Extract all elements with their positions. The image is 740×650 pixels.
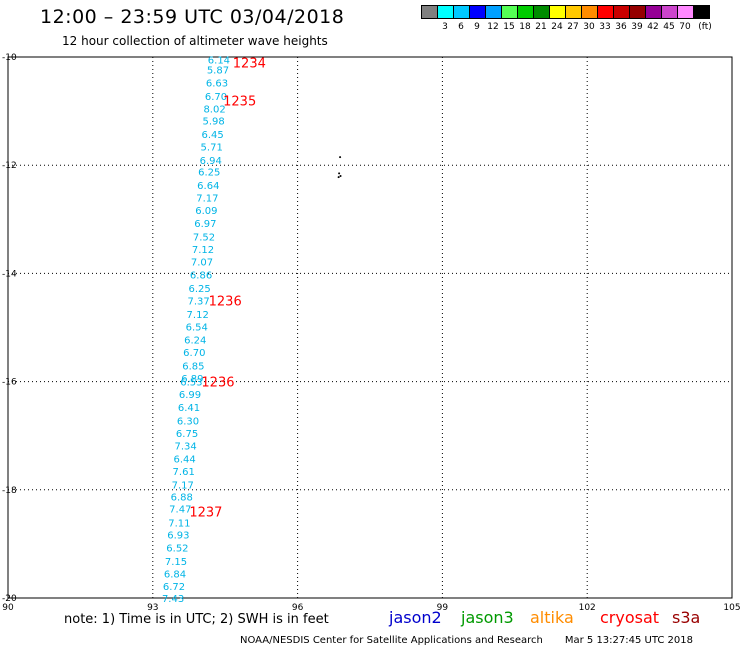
swh-value: 7.15: [165, 557, 187, 568]
swh-value: 6.75: [176, 429, 198, 440]
swh-value: 6.53: [180, 378, 202, 389]
swh-value: 6.14: [208, 56, 230, 67]
credit-text: NOAA/NESDIS Center for Satellite Applica…: [240, 635, 543, 646]
swh-value: 7.12: [192, 245, 214, 256]
satellite-name-jason3: jason3: [461, 608, 514, 627]
legend-tick-label: 21: [535, 22, 547, 32]
island-dot: [337, 176, 340, 179]
legend-tick-label: 3: [442, 22, 448, 32]
x-tick-label: 96: [292, 603, 304, 613]
y-tick-label: -14: [2, 269, 17, 279]
swh-value: 6.24: [184, 335, 206, 346]
swh-value: 7.07: [191, 257, 213, 268]
swh-value: 6.97: [194, 219, 216, 230]
x-tick-label: 90: [2, 603, 14, 613]
legend-tick-label: 9: [474, 22, 480, 32]
satellite-name-cryosat: cryosat: [600, 608, 660, 627]
swh-value: 7.12: [187, 310, 209, 321]
footer: NOAA/NESDIS Center for Satellite Applica…: [240, 635, 693, 646]
swh-value: 6.72: [163, 582, 185, 593]
swh-value: 6.94: [200, 156, 222, 167]
legend-tick-label: 36: [615, 22, 627, 32]
legend-tick-label: 12: [487, 22, 499, 32]
legend-unit: (ft): [698, 22, 712, 32]
x-tick-label: 93: [147, 603, 158, 613]
y-tick-label: -20: [2, 594, 17, 604]
swh-value: 6.99: [179, 390, 201, 401]
time-label: 1235: [223, 94, 256, 109]
swh-value: 6.45: [202, 130, 224, 141]
swh-value: 6.25: [198, 168, 220, 179]
legend-tick-label: 45: [663, 22, 675, 32]
chart-subtitle: 12 hour collection of altimeter wave hei…: [62, 34, 328, 48]
swh-value: 6.63: [206, 78, 228, 89]
x-tick-label: 99: [437, 603, 449, 613]
time-label: 1234: [233, 56, 266, 71]
swh-value: 8.02: [203, 104, 225, 115]
generated-timestamp: Mar 5 13:27:45 UTC 2018: [564, 635, 693, 646]
swh-value: 6.85: [182, 361, 204, 372]
swh-value: 6.09: [195, 206, 217, 217]
legend-tick-label: 18: [519, 22, 531, 32]
x-tick-label: 102: [579, 603, 596, 613]
swh-value: 7.43: [162, 594, 184, 605]
legend-labels: 3 6 9 12 15 18 21 24 27 30 33 36 39 42 45 70 (ft): [421, 22, 740, 34]
legend-tick-label: 27: [567, 22, 579, 32]
legend-tick-label: 24: [551, 22, 563, 32]
swh-value: 6.52: [166, 544, 188, 555]
legend-swatch: [693, 5, 710, 19]
legend-tick-label: 39: [631, 22, 643, 32]
units-note: note: 1) Time is in UTC; 2) SWH is in fe…: [64, 612, 329, 627]
y-tick-label: -18: [2, 486, 17, 496]
legend-tick-label: 70: [679, 22, 691, 32]
swh-value: 6.70: [183, 348, 205, 359]
swh-value: 5.87: [207, 65, 229, 76]
swh-value: 6.54: [186, 322, 208, 333]
swh-value: 6.44: [174, 454, 196, 465]
swh-value: 7.47: [169, 505, 191, 516]
legend-tick-label: 6: [458, 22, 464, 32]
x-tick-label: 105: [723, 603, 740, 613]
island-dot: [339, 156, 342, 159]
swh-value: 6.84: [164, 570, 186, 581]
swh-value: 6.89: [181, 374, 203, 385]
swh-value: 6.64: [197, 181, 219, 192]
swh-value: 6.88: [171, 492, 193, 503]
legend-tick-label: 42: [647, 22, 659, 32]
time-label: 1237: [189, 505, 222, 520]
y-tick-label: -10: [2, 53, 17, 63]
time-label: 1236: [201, 376, 234, 391]
legend-tick-label: 15: [503, 22, 515, 32]
island-dot: [338, 172, 341, 175]
swh-value: 6.41: [178, 403, 200, 414]
satellite-name-altika: altika: [530, 608, 574, 627]
swh-value: 5.71: [201, 142, 223, 153]
swh-value: 6.30: [177, 417, 199, 428]
time-label: 1236: [209, 294, 242, 309]
swh-value: 7.34: [174, 441, 196, 452]
satellite-name-s3a: s3a: [672, 608, 701, 627]
swh-value: 5.98: [202, 116, 224, 127]
swh-value: 6.86: [190, 270, 212, 281]
y-tick-label: -12: [2, 161, 17, 171]
chart-title: 12:00 – 23:59 UTC 03/04/2018: [40, 6, 345, 28]
swh-value: 6.25: [188, 284, 210, 295]
swh-value: 7.52: [193, 233, 215, 244]
legend-color-scale: [421, 5, 740, 19]
swh-value: 7.17: [172, 480, 194, 491]
island-dot: [339, 175, 342, 178]
swh-value: 7.61: [173, 467, 195, 478]
satellite-name-jason2: jason2: [389, 608, 442, 627]
swh-value: 7.11: [168, 518, 190, 529]
swh-value: 6.93: [167, 531, 189, 542]
map-frame: [7, 56, 733, 599]
swh-value: 7.17: [196, 194, 218, 205]
legend-tick-label: 30: [583, 22, 595, 32]
swh-value: 7.37: [188, 296, 210, 307]
legend-tick-label: 33: [599, 22, 611, 32]
y-tick-label: -16: [2, 378, 17, 388]
swh-value: 6.70: [205, 92, 227, 103]
color-legend: 3 6 9 12 15 18 21 24 27 30 33 36 39 42 45 70 (ft): [421, 5, 740, 34]
